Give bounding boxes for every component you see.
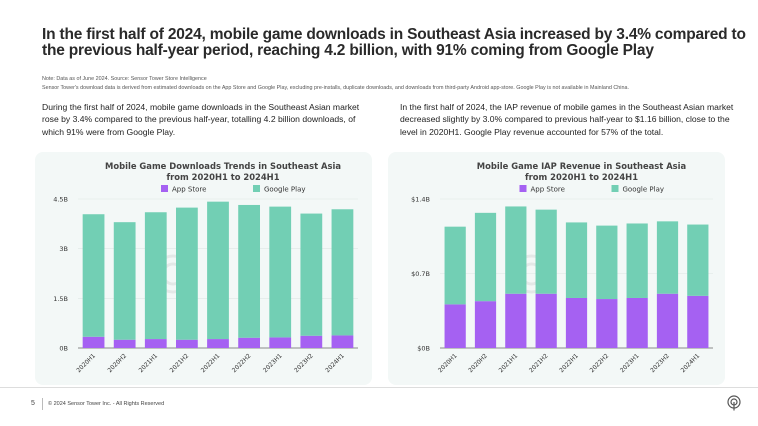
bar-google-play <box>596 225 618 300</box>
y-tick-label: $0.7B <box>411 270 430 278</box>
source-note: Note: Data as of June 2024. Source: Sens… <box>42 76 207 82</box>
y-tick-label: $1.4B <box>411 196 430 204</box>
bar-google-play <box>238 204 260 338</box>
bar-google-play <box>113 222 136 340</box>
legend-swatch <box>519 185 527 192</box>
bar-app-store <box>626 297 648 348</box>
chart-title: Mobile Game Downloads Trends in Southeas… <box>105 161 341 171</box>
revenue-chart: Mobile Game IAP Revenue in Southeast Asi… <box>411 161 713 374</box>
bar-google-play <box>331 209 354 336</box>
bar-google-play <box>176 207 198 340</box>
methodology-note: Sensor Tower's download data is derived … <box>42 85 629 91</box>
x-tick-label: 2023H1 <box>619 352 641 374</box>
chart-title: from 2020H1 to 2024H1 <box>166 172 279 182</box>
x-tick-label: 2022H1 <box>200 352 222 374</box>
bar-app-store <box>535 293 557 348</box>
x-tick-label: 2022H1 <box>558 352 580 374</box>
bar-google-play <box>505 206 527 294</box>
bar-app-store <box>176 339 198 348</box>
bar-google-play <box>300 213 323 336</box>
bar-app-store <box>238 337 260 348</box>
bar-google-play <box>82 214 105 337</box>
revenue-chart-card: Mobile Game IAP Revenue in Southeast Asi… <box>388 152 725 385</box>
bar-app-store <box>207 339 229 348</box>
bar-google-play <box>565 222 588 298</box>
x-tick-label: 2022H2 <box>589 352 611 374</box>
x-tick-label: 2021H2 <box>169 352 191 374</box>
downloads-chart-card: Mobile Game Downloads Trends in Southeas… <box>35 152 372 385</box>
bar-app-store <box>269 337 292 348</box>
copyright: © 2024 Sensor Tower Inc. - All Rights Re… <box>48 401 165 407</box>
x-tick-label: 2020H2 <box>467 352 489 374</box>
x-tick-label: 2021H1 <box>498 352 520 374</box>
x-tick-label: 2024H1 <box>324 352 346 374</box>
x-tick-label: 2023H2 <box>649 352 671 374</box>
page-title: In the first half of 2024, mobile game d… <box>42 26 746 59</box>
x-tick-label: 2023H2 <box>293 352 315 374</box>
legend-label: App Store <box>531 186 565 194</box>
footer-divider <box>0 387 758 388</box>
x-tick-label: 2020H1 <box>437 352 459 374</box>
bar-google-play <box>144 212 167 340</box>
bar-app-store <box>505 293 527 348</box>
y-tick-label: 1.5B <box>53 295 68 303</box>
bar-app-store <box>444 304 466 348</box>
footer-separator <box>42 398 43 410</box>
bar-google-play <box>535 209 557 294</box>
bar-app-store <box>596 299 618 348</box>
bar-app-store <box>82 336 105 348</box>
x-tick-label: 2020H2 <box>106 352 128 374</box>
page-number: 5 <box>31 400 35 407</box>
bar-app-store <box>687 295 709 348</box>
x-tick-label: 2022H2 <box>231 352 253 374</box>
x-tick-label: 2021H1 <box>138 352 160 374</box>
bar-app-store <box>656 293 679 348</box>
y-tick-label: 3B <box>59 245 68 253</box>
bar-app-store <box>113 339 136 348</box>
legend-swatch <box>253 185 260 192</box>
sensor-tower-logo-icon <box>727 395 741 411</box>
bar-google-play <box>474 212 497 302</box>
bar-google-play <box>656 221 679 294</box>
legend-swatch <box>611 185 619 192</box>
bar-google-play <box>207 201 229 340</box>
bar-google-play <box>269 206 292 338</box>
x-tick-label: 2020H1 <box>75 352 97 374</box>
downloads-summary: During the first half of 2024, mobile ga… <box>42 102 360 137</box>
revenue-summary: In the first half of 2024, the IAP reven… <box>400 102 734 137</box>
bar-app-store <box>474 301 497 348</box>
y-tick-label: 4.5B <box>53 196 68 204</box>
x-tick-label: 2023H1 <box>262 352 284 374</box>
bar-app-store <box>331 335 354 348</box>
chart-title: from 2020H1 to 2024H1 <box>525 172 638 182</box>
legend-label: Google Play <box>264 186 306 194</box>
legend-swatch <box>161 185 168 192</box>
bar-google-play <box>444 226 466 305</box>
legend-label: Google Play <box>623 186 665 194</box>
bar-app-store <box>144 339 167 348</box>
bar-app-store <box>565 297 588 348</box>
chart-title: Mobile Game IAP Revenue in Southeast Asi… <box>477 161 686 171</box>
legend-label: App Store <box>172 186 206 194</box>
bar-google-play <box>687 224 709 296</box>
downloads-chart: Mobile Game Downloads Trends in Southeas… <box>53 161 358 374</box>
bar-google-play <box>626 223 648 298</box>
y-tick-label: $0B <box>417 345 430 353</box>
y-tick-label: 0B <box>59 345 68 353</box>
x-tick-label: 2021H2 <box>528 352 550 374</box>
bar-app-store <box>300 335 323 348</box>
x-tick-label: 2024H1 <box>680 352 702 374</box>
